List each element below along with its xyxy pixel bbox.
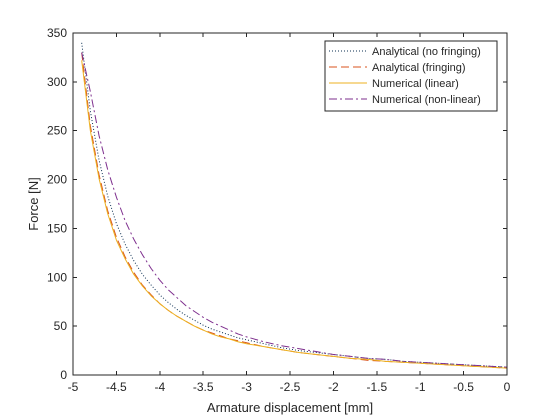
x-tick-label: -3 bbox=[241, 380, 252, 394]
legend-box bbox=[324, 40, 498, 112]
x-tick-label: -2.5 bbox=[280, 380, 301, 394]
x-tick-label: -3.5 bbox=[193, 380, 214, 394]
x-tick-label: -0.5 bbox=[453, 380, 474, 394]
series-line-numerical-non-linear bbox=[81, 52, 508, 368]
y-axis-ticks: 0 50 100 150 200 250 300 350 bbox=[47, 26, 507, 382]
legend-label-numerical-linear: Numerical (linear) bbox=[372, 78, 459, 90]
x-tick-label: -5 bbox=[68, 380, 79, 394]
legend-label-analytical-no-fringing: Analytical (no fringing) bbox=[372, 46, 481, 58]
y-tick-label: 300 bbox=[47, 75, 67, 89]
x-tick-label: -4.5 bbox=[106, 380, 127, 394]
x-axis-ticks: -5 -4.5 -4 -3.5 -3 -2.5 -2 -1.5 -1 -0.5 0 bbox=[68, 33, 511, 394]
series-line-numerical-linear bbox=[81, 60, 508, 369]
y-tick-label: 200 bbox=[47, 173, 67, 187]
legend: Analytical (no fringing) Analytical (frin… bbox=[324, 40, 498, 112]
y-tick-label: 350 bbox=[47, 26, 67, 40]
plot-lines bbox=[81, 42, 508, 369]
y-tick-label: 100 bbox=[47, 270, 67, 284]
x-tick-label: -2 bbox=[328, 380, 339, 394]
y-tick-label: 250 bbox=[47, 124, 67, 138]
legend-label-analytical-fringing: Analytical (fringing) bbox=[372, 62, 466, 74]
x-axis-label: Armature displacement [mm] bbox=[207, 400, 373, 415]
y-tick-label: 150 bbox=[47, 221, 67, 235]
x-tick-label: -1.5 bbox=[366, 380, 387, 394]
y-axis-label: Force [N] bbox=[26, 177, 41, 230]
legend-label-numerical-non-linear: Numerical (non-linear) bbox=[372, 94, 481, 106]
x-tick-label: -4 bbox=[154, 380, 165, 394]
x-tick-label: 0 bbox=[504, 380, 511, 394]
y-tick-label: 0 bbox=[60, 368, 67, 382]
x-tick-label: -1 bbox=[415, 380, 426, 394]
y-tick-label: 50 bbox=[54, 319, 68, 333]
